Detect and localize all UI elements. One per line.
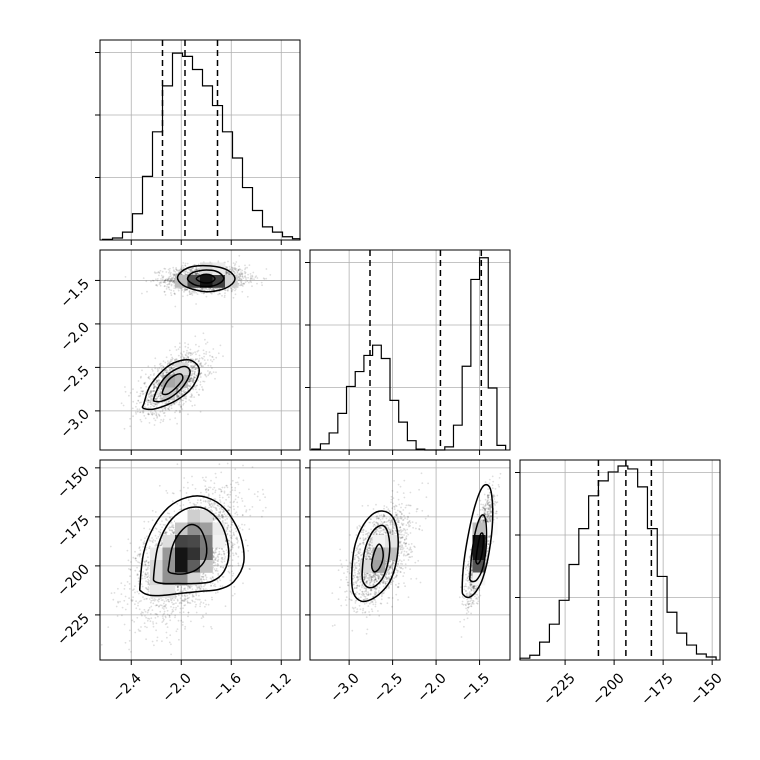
x-tick-label: −1.6 [210,670,245,705]
contour-line [195,273,216,284]
scatter-panel-param-1-vs-param-2: −3.0 −2.5 −2.0 −1.5 [57,249,301,455]
histogram-panel-param-3: −225 −200 −175 −150 [515,459,726,709]
y-tick-label: −3.0 [57,406,92,441]
histogram-panel-param-1 [95,39,301,245]
contour-line [350,510,399,603]
histogram-frame [99,39,301,241]
x-tick-label: −2.0 [160,670,195,705]
x-tick-label: −1.5 [458,670,493,705]
scatter-frame [99,459,301,661]
contour-line [167,523,208,575]
histogram-step-line [311,257,507,451]
contour-line [152,365,191,403]
contour-line [161,373,184,396]
contour-line [468,514,488,583]
y-tick-label: −1.5 [57,276,92,311]
scatter-panel-param-2-vs-param-3: −3.0 −2.5 −2.0 −1.5 [305,459,511,706]
contour-line [186,269,225,288]
y-tick-label: −175 [54,512,93,551]
contour-line [152,506,230,585]
scatter-frame [309,459,511,661]
x-tick-label: −2.4 [110,670,145,705]
x-tick-label: −3.0 [327,670,362,705]
density-layer [100,460,267,656]
histogram-frame [519,459,721,661]
x-tick-label: −200 [589,670,628,709]
contour-line [370,543,384,573]
y-tick-label: −2.5 [57,363,92,398]
y-tick-label: −225 [54,610,93,649]
y-tick-label: −2.0 [57,319,92,354]
contour-line [141,358,200,411]
x-tick-label: −2.5 [371,670,406,705]
scatter-frame [99,249,301,451]
density-layer [331,472,502,638]
contour-line [361,524,391,589]
y-tick-label: −150 [54,463,93,502]
histogram-frame [309,249,511,451]
x-tick-label: −2.0 [414,670,449,705]
x-tick-label: −175 [638,670,677,709]
contour-line [139,495,245,597]
density-layer [120,254,272,430]
x-tick-label: −150 [687,670,726,709]
histogram-panel-param-2 [305,249,511,455]
x-tick-label: −1.2 [260,670,295,705]
scatter-panel-param-1-vs-param-3: −2.4 −2.0 −1.6 −1.2 −225 −200 −175 −150 [54,459,301,706]
density-shading [150,510,226,598]
histogram-step-line [101,52,301,240]
contour-line [461,483,494,599]
x-tick-label: −225 [540,670,579,709]
contour-line [176,264,236,293]
y-tick-label: −200 [54,561,93,600]
contour-line [475,532,485,565]
histogram-step-line [519,465,717,660]
